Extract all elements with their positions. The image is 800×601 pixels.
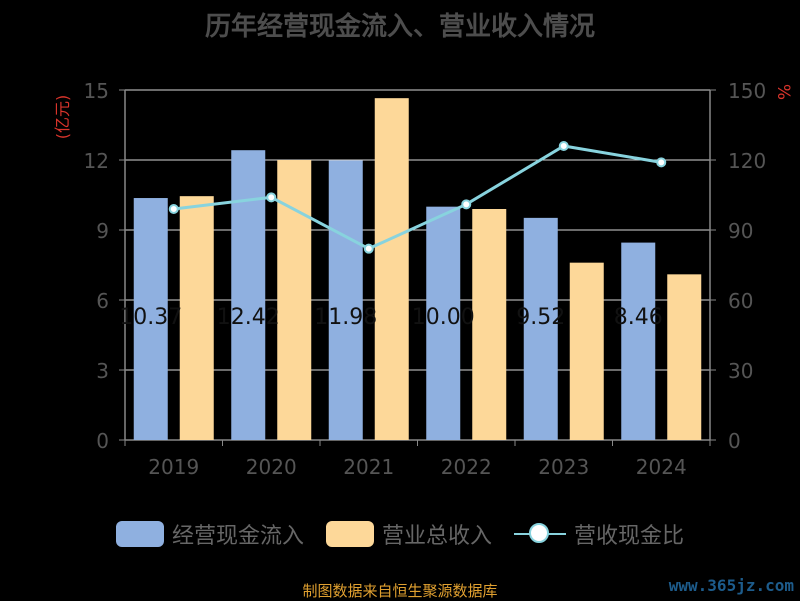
- bar-cash-2022: [426, 206, 461, 440]
- chart-title: 历年经营现金流入、营业收入情况: [204, 12, 595, 42]
- ratio-line: [173, 144, 662, 251]
- x-tick-label: 2020: [246, 455, 297, 479]
- y-tick-label: 3: [96, 359, 109, 383]
- ratio-point-2024: [656, 157, 667, 168]
- bar-cash-2023: [523, 217, 558, 440]
- legend-item-ratio[interactable]: 营收现金比: [514, 518, 684, 550]
- y2-tick-label: 90: [728, 219, 753, 243]
- y2-tick-label: 60: [728, 289, 753, 313]
- y2-tick-label: 30: [728, 359, 753, 383]
- bar-revenue-2020: [277, 160, 312, 440]
- y2-axis-unit: %: [773, 84, 793, 100]
- x-tick-label: 2021: [343, 455, 394, 479]
- bar-value-label: 12.42: [217, 305, 280, 330]
- ratio-point-2022: [461, 199, 472, 210]
- bar-cash-2024: [621, 242, 656, 440]
- legend-swatch-revenue: [325, 521, 374, 547]
- bar-cash-2019: [133, 198, 168, 440]
- ratio-point-2023: [558, 141, 569, 151]
- legend-item-revenue[interactable]: 营业总收入: [325, 518, 492, 550]
- y-tick-label: 9: [96, 219, 109, 243]
- bar-value-label: 11.98: [314, 305, 377, 330]
- bar-cash-2020: [231, 150, 266, 440]
- y-tick-label: 15: [84, 79, 109, 103]
- y2-tick-label: 150: [728, 79, 766, 103]
- legend-swatch-cash: [115, 521, 164, 547]
- legend-label-cash: 经营现金流入: [171, 524, 304, 549]
- bar-revenue-2024: [667, 274, 702, 440]
- watermark: www.365jz.com: [668, 576, 794, 595]
- y-tick-label: 6: [96, 289, 109, 313]
- x-tick-label: 2022: [441, 455, 492, 479]
- x-tick-label: 2024: [636, 455, 687, 479]
- ratio-point-2020: [266, 192, 277, 203]
- bar-revenue-2019: [179, 196, 214, 440]
- legend-item-cash[interactable]: 经营现金流入: [115, 518, 304, 550]
- bar-value-label: 9.52: [516, 305, 565, 330]
- legend: 经营现金流入 营业总收入 营收现金比: [0, 512, 800, 556]
- x-tick-label: 2023: [538, 455, 589, 479]
- bar-value-label: 8.46: [614, 305, 663, 330]
- y-tick-label: 12: [84, 149, 109, 173]
- bar-value-label: 10.00: [412, 305, 475, 330]
- bar-revenue-2022: [472, 209, 507, 440]
- ratio-point-2021: [363, 243, 374, 254]
- ratio-point-2019: [168, 204, 179, 214]
- y-tick-label: 0: [96, 429, 109, 453]
- bar-cash-2021: [328, 160, 363, 440]
- x-tick-label: 2019: [148, 455, 199, 479]
- y2-tick-label: 0: [728, 429, 741, 453]
- bar-revenue-2021: [374, 98, 409, 441]
- y2-tick-label: 120: [728, 149, 766, 173]
- y-axis-unit: (亿元): [53, 95, 72, 140]
- legend-label-ratio: 营收现金比: [574, 524, 685, 549]
- bar-revenue-2023: [569, 262, 604, 440]
- legend-label-revenue: 营业总收入: [381, 524, 492, 549]
- bar-value-label: 10.37: [119, 305, 182, 330]
- legend-swatch-ratio: [514, 521, 566, 547]
- data-source-note: 制图数据来自恒生聚源数据库: [302, 582, 498, 600]
